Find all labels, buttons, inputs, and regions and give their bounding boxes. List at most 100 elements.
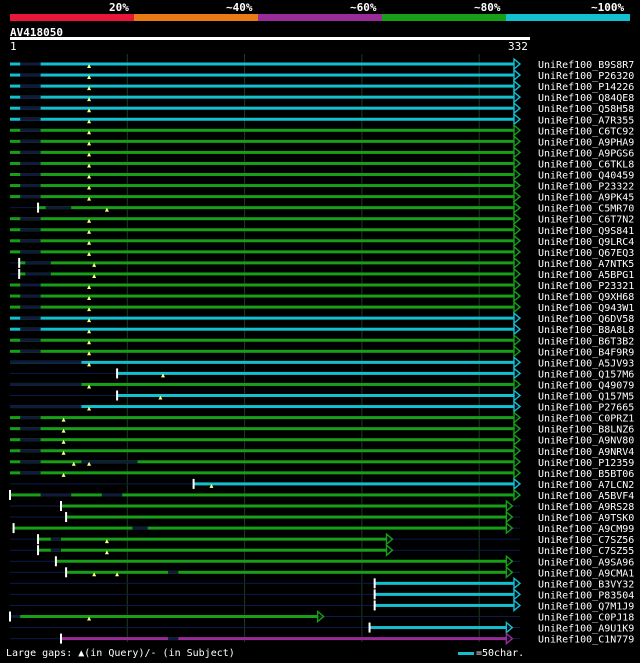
hit-row[interactable]: UniRef100_A9TSK0	[10, 510, 634, 524]
hit-label[interactable]: UniRef100_A5JV93	[538, 358, 634, 369]
hit-label[interactable]: UniRef100_C6T7N2	[538, 215, 634, 226]
hit-row[interactable]: UniRef100_P23321	[10, 278, 634, 292]
hit-label[interactable]: UniRef100_Q84QE8	[538, 93, 634, 104]
hit-row[interactable]: UniRef100_Q9XH68	[10, 289, 634, 303]
hit-label[interactable]: UniRef100_P14226	[538, 82, 634, 93]
hit-row[interactable]: UniRef100_A9NV80	[10, 433, 634, 447]
hit-row[interactable]: UniRef100_Q9S841	[10, 223, 634, 237]
hit-label[interactable]: UniRef100_A9SA96	[538, 557, 634, 568]
hit-label[interactable]: UniRef100_A9PK45	[538, 193, 634, 204]
hit-label[interactable]: UniRef100_A7R355	[538, 115, 634, 126]
hit-label[interactable]: UniRef100_C7SZ56	[538, 535, 634, 546]
hit-label[interactable]: UniRef100_A9NV80	[538, 436, 634, 447]
hit-row[interactable]: UniRef100_P83504	[10, 587, 634, 601]
hit-row[interactable]: UniRef100_Q67EQ3	[10, 245, 634, 259]
hit-row[interactable]: UniRef100_A9CM99	[10, 521, 634, 535]
hit-label[interactable]: UniRef100_P27665	[538, 403, 634, 414]
hit-row[interactable]: UniRef100_C7SZ55	[10, 543, 634, 557]
hit-label[interactable]: UniRef100_B3VY32	[538, 579, 634, 590]
hit-label[interactable]: UniRef100_A9CM99	[538, 524, 634, 535]
hit-label[interactable]: UniRef100_Q40459	[538, 171, 634, 182]
hit-label[interactable]: UniRef100_B6T3B2	[538, 336, 634, 347]
hit-label[interactable]: UniRef100_C0PRZ1	[538, 414, 634, 425]
hit-label[interactable]: UniRef100_Q157M6	[538, 369, 634, 380]
hit-label[interactable]: UniRef100_P26320	[538, 71, 634, 82]
hit-row[interactable]: UniRef100_B8LNZ6	[10, 422, 634, 436]
hit-label[interactable]: UniRef100_B9S8R7	[538, 60, 634, 71]
hit-label[interactable]: UniRef100_Q58H58	[538, 104, 634, 115]
hit-row[interactable]: UniRef100_P14226	[10, 79, 634, 93]
hit-label[interactable]: UniRef100_B4F9R9	[538, 347, 634, 358]
hit-row[interactable]: UniRef100_B9S8R7	[10, 57, 634, 71]
hit-row[interactable]: UniRef100_C5MR70	[10, 201, 634, 215]
hit-row[interactable]: UniRef100_Q157M6	[10, 366, 634, 380]
hit-row[interactable]: UniRef100_Q84QE8	[10, 90, 634, 104]
hit-label[interactable]: UniRef100_B8LNZ6	[538, 425, 634, 436]
hit-row[interactable]: UniRef100_Q49079	[10, 377, 634, 391]
hit-row[interactable]: UniRef100_A5JV93	[10, 355, 634, 369]
hit-label[interactable]: UniRef100_A7LCN2	[538, 480, 634, 491]
hit-label[interactable]: UniRef100_Q943W1	[538, 303, 634, 314]
hit-label[interactable]: UniRef100_C5MR70	[538, 204, 634, 215]
hit-label[interactable]: UniRef100_P23321	[538, 281, 634, 292]
hit-label[interactable]: UniRef100_C7SZ55	[538, 546, 634, 557]
hit-label[interactable]: UniRef100_Q6DV58	[538, 314, 634, 325]
hit-label[interactable]: UniRef100_B8A8L8	[538, 325, 634, 336]
hit-row[interactable]: UniRef100_P23322	[10, 179, 634, 193]
hit-row[interactable]: UniRef100_P12359	[10, 455, 634, 469]
hit-row[interactable]: UniRef100_Q9LRC4	[10, 234, 634, 248]
hit-row[interactable]: UniRef100_C0PJ18	[9, 610, 634, 624]
hit-row[interactable]: UniRef100_A7R355	[10, 112, 634, 126]
hit-label[interactable]: UniRef100_P12359	[538, 458, 634, 469]
hit-row[interactable]: UniRef100_Q7M1J9	[10, 598, 634, 612]
hit-row[interactable]: UniRef100_C6TC92	[10, 123, 634, 137]
hit-row[interactable]: UniRef100_A5BVF4	[9, 488, 634, 502]
hit-row[interactable]: UniRef100_Q6DV58	[10, 311, 634, 325]
hit-label[interactable]: UniRef100_Q9LRC4	[538, 237, 634, 248]
hit-row[interactable]: UniRef100_Q58H58	[10, 101, 634, 115]
hit-row[interactable]: UniRef100_B8A8L8	[10, 322, 634, 336]
hit-label[interactable]: UniRef100_Q9XH68	[538, 292, 634, 303]
hit-row[interactable]: UniRef100_B4F9R9	[10, 344, 634, 358]
hit-label[interactable]: UniRef100_A9RS28	[538, 502, 634, 513]
hit-row[interactable]: UniRef100_A9RS28	[10, 499, 634, 513]
hit-row[interactable]: UniRef100_A9U1K9	[10, 621, 634, 635]
hit-label[interactable]: UniRef100_P83504	[538, 590, 634, 601]
hit-label[interactable]: UniRef100_C6TC92	[538, 126, 634, 137]
hit-row[interactable]: UniRef100_Q943W1	[10, 300, 634, 314]
hit-label[interactable]: UniRef100_A9TSK0	[538, 513, 634, 524]
hit-label[interactable]: UniRef100_A9U1K9	[538, 624, 634, 635]
hit-row[interactable]: UniRef100_A7NTK5	[10, 256, 634, 270]
hit-label[interactable]: UniRef100_Q7M1J9	[538, 601, 634, 612]
hit-label[interactable]: UniRef100_C1N779	[538, 635, 634, 646]
hit-row[interactable]: UniRef100_A9NRV4	[10, 444, 634, 458]
hit-row[interactable]: UniRef100_A9CMA1	[10, 565, 634, 579]
hit-row[interactable]: UniRef100_B6T3B2	[10, 333, 634, 347]
hit-row[interactable]: UniRef100_A9SA96	[10, 554, 634, 568]
hit-row[interactable]: UniRef100_P26320	[10, 68, 634, 82]
hit-label[interactable]: UniRef100_P23322	[538, 182, 634, 193]
hit-row[interactable]: UniRef100_B5BT06	[10, 466, 634, 480]
hit-row[interactable]: UniRef100_A5BPG1	[10, 267, 634, 281]
hit-label[interactable]: UniRef100_B5BT06	[538, 469, 634, 480]
hit-label[interactable]: UniRef100_A9PGS6	[538, 148, 634, 159]
hit-row[interactable]: UniRef100_Q157M5	[10, 389, 634, 403]
hit-label[interactable]: UniRef100_A9PHA9	[538, 137, 634, 148]
hit-row[interactable]: UniRef100_A9PK45	[10, 190, 634, 204]
hit-label[interactable]: UniRef100_Q67EQ3	[538, 248, 634, 259]
hit-label[interactable]: UniRef100_C0PJ18	[538, 613, 634, 624]
hit-label[interactable]: UniRef100_A5BVF4	[538, 491, 634, 502]
hit-row[interactable]: UniRef100_C6T7N2	[10, 212, 634, 226]
hit-row[interactable]: UniRef100_A9PGS6	[10, 145, 634, 159]
hit-label[interactable]: UniRef100_A5BPG1	[538, 270, 634, 281]
hit-label[interactable]: UniRef100_Q9S841	[538, 226, 634, 237]
hit-label[interactable]: UniRef100_Q157M5	[538, 392, 634, 403]
hit-label[interactable]: UniRef100_A9NRV4	[538, 447, 634, 458]
hit-row[interactable]: UniRef100_A9PHA9	[10, 134, 634, 148]
hit-row[interactable]: UniRef100_Q40459	[10, 168, 634, 182]
hit-row[interactable]: UniRef100_A7LCN2	[10, 477, 634, 491]
hit-label[interactable]: UniRef100_A7NTK5	[538, 259, 634, 270]
hit-label[interactable]: UniRef100_C6TKL8	[538, 159, 634, 170]
hit-row[interactable]: UniRef100_B3VY32	[10, 576, 634, 590]
hit-label[interactable]: UniRef100_A9CMA1	[538, 568, 634, 579]
